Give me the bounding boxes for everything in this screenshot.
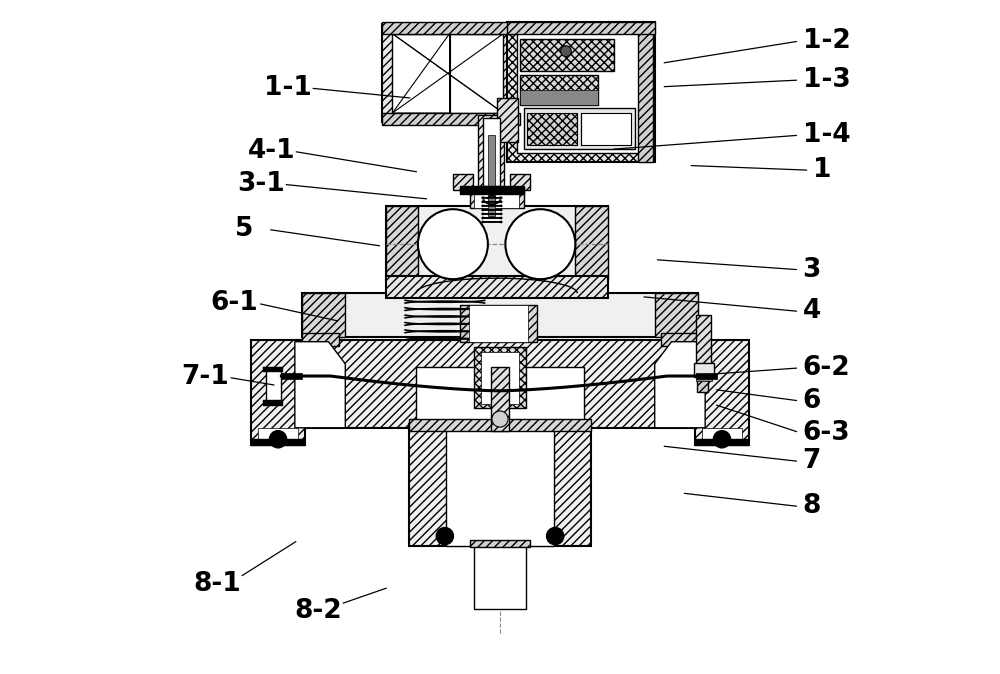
Bar — [382, 22, 513, 34]
Bar — [481, 352, 519, 404]
Bar — [695, 340, 749, 445]
Bar — [491, 367, 509, 431]
Bar — [507, 22, 655, 34]
Text: 6: 6 — [803, 388, 821, 414]
Bar — [386, 206, 418, 280]
Bar — [520, 39, 614, 71]
Bar — [503, 113, 520, 125]
Polygon shape — [655, 342, 705, 428]
Bar — [520, 75, 598, 105]
Text: 1-3: 1-3 — [803, 67, 850, 93]
Bar — [655, 293, 698, 337]
Bar — [302, 293, 698, 337]
Bar — [251, 439, 305, 446]
Bar — [474, 543, 526, 609]
Polygon shape — [392, 34, 503, 113]
Bar — [409, 419, 591, 431]
Bar — [517, 30, 645, 154]
Bar — [263, 400, 283, 406]
Bar — [510, 174, 530, 190]
Text: 6-3: 6-3 — [803, 419, 850, 446]
Text: 5: 5 — [235, 216, 254, 243]
Bar — [382, 24, 513, 122]
Bar — [575, 206, 608, 280]
Text: 3-1: 3-1 — [237, 171, 285, 197]
Bar — [409, 425, 591, 545]
Text: 1-4: 1-4 — [803, 122, 850, 148]
Text: 7: 7 — [803, 448, 821, 474]
Bar — [638, 22, 653, 162]
Circle shape — [418, 209, 488, 279]
Circle shape — [561, 46, 571, 57]
Bar — [507, 22, 655, 162]
Bar — [460, 305, 537, 342]
Bar — [478, 115, 504, 189]
Text: 6-2: 6-2 — [803, 355, 850, 381]
Bar — [251, 340, 305, 445]
Text: 8-1: 8-1 — [194, 571, 241, 597]
Text: 1-2: 1-2 — [803, 28, 850, 54]
Bar — [474, 347, 526, 408]
Text: 4-1: 4-1 — [247, 138, 295, 164]
Text: 3: 3 — [803, 257, 821, 282]
Bar — [302, 293, 345, 337]
Polygon shape — [392, 34, 450, 113]
Bar — [446, 425, 554, 545]
Circle shape — [436, 527, 454, 545]
Text: 1-1: 1-1 — [264, 75, 312, 101]
Bar — [469, 305, 528, 342]
Bar — [258, 428, 298, 445]
Bar — [474, 189, 519, 208]
Bar — [416, 367, 584, 428]
Bar — [702, 428, 742, 445]
Circle shape — [505, 209, 575, 279]
Bar — [266, 369, 281, 402]
Text: 8-2: 8-2 — [295, 599, 342, 624]
Text: 7-1: 7-1 — [182, 365, 229, 390]
Circle shape — [269, 431, 287, 448]
Bar — [392, 34, 503, 113]
Bar — [524, 109, 635, 149]
Circle shape — [492, 411, 508, 427]
Bar — [453, 174, 473, 190]
Polygon shape — [295, 342, 345, 428]
Bar — [281, 373, 302, 379]
Bar — [661, 333, 698, 346]
Bar — [694, 363, 714, 377]
Text: 4: 4 — [803, 299, 821, 324]
Bar — [302, 333, 339, 346]
Bar — [520, 90, 598, 105]
Bar — [295, 340, 705, 428]
Bar — [527, 113, 577, 146]
Bar — [386, 276, 608, 298]
Bar — [386, 206, 608, 280]
Text: 8: 8 — [803, 493, 821, 520]
Bar — [581, 113, 631, 146]
Bar — [263, 367, 283, 372]
Bar — [382, 113, 513, 125]
Circle shape — [546, 527, 564, 545]
Bar — [696, 315, 711, 365]
Bar — [697, 379, 708, 392]
Bar — [696, 374, 712, 381]
Bar — [695, 439, 749, 446]
Bar — [497, 98, 518, 142]
Bar — [470, 540, 530, 547]
Text: 6-1: 6-1 — [210, 290, 258, 316]
Bar — [460, 186, 524, 194]
Bar — [696, 373, 717, 379]
Circle shape — [713, 431, 731, 448]
Bar — [470, 187, 524, 208]
Bar — [483, 118, 500, 186]
Bar — [488, 135, 495, 216]
Text: 1: 1 — [813, 157, 831, 183]
